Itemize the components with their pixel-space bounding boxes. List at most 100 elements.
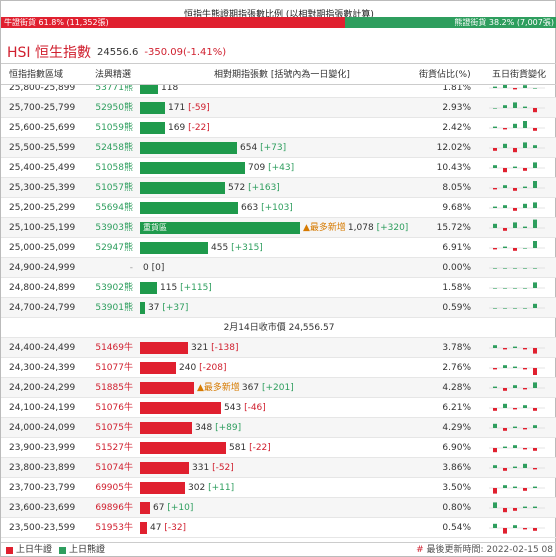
share-pct: 2.76% [442,363,471,373]
contracts-bar [140,382,194,394]
trend-bar [493,465,497,468]
bear-row[interactable]: 25,600-25,699 51059熊 169 [-22] 2.42% [1,118,556,138]
trend-bar [503,288,507,289]
warrant-code-link[interactable]: 69896牛 [95,503,133,513]
contracts-count: 572 [228,183,246,193]
zone-range: 24,400-24,499 [9,343,76,353]
warrant-code-link[interactable]: 53771熊 [95,85,133,93]
trend-bar [523,308,527,309]
warrant-code-link[interactable]: 51077牛 [95,363,133,373]
contracts-value: 302 [+11] [188,478,234,498]
trend-bar [533,528,537,531]
five-day-trend-chart [489,85,545,90]
index-summary: HSI 恒生指數 24556.6 -350.09(-1.41%) [7,40,226,64]
warrant-code-link[interactable]: 55694熊 [95,203,133,213]
daily-change: [-208] [199,363,227,373]
warrant-code-link[interactable]: 52947熊 [95,243,133,253]
warrant-code-link[interactable]: 53903熊 [95,223,133,233]
bear-row[interactable]: 25,100-25,199 53903熊 重貨區 ▲最多新增 1,078 [+320] 1… [1,218,556,238]
bull-row[interactable]: 24,200-24,299 51885牛 ▲最多新增 367 [+201] 4.28% [1,378,556,398]
trend-bar [503,268,507,269]
bull-row[interactable]: 24,300-24,399 51077牛 240 [-208] 2.76% [1,358,556,378]
contracts-count: 321 [191,343,209,353]
trend-bar [503,403,507,408]
bull-row[interactable]: 23,900-23,999 51527牛 581 [-22] 6.90% [1,438,556,458]
bear-row[interactable]: 25,300-25,399 51057熊 572 [+163] 8.05% [1,178,556,198]
contracts-bar [140,402,221,414]
warrant-code-link[interactable]: 51885牛 [95,383,133,393]
trend-bar [493,108,497,109]
contracts-count: 455 [211,243,229,253]
bear-row[interactable]: 25,800-25,899 53771熊 118 1.81% [1,85,556,98]
daily-change: [-32] [164,523,187,533]
five-day-trend-chart [489,485,545,494]
warrant-code-link[interactable]: 53901熊 [95,303,133,313]
trend-bar [523,268,527,269]
bull-row[interactable]: 24,400-24,499 51469牛 321 [-138] 3.78% [1,338,556,358]
warrant-code-link[interactable]: 52458熊 [95,143,133,153]
trend-bar [503,388,507,391]
bear-row[interactable]: 24,900-24,999 -0 [0] 0.00% [1,258,556,278]
warrant-code-link[interactable]: 51059熊 [95,123,133,133]
share-pct: 12.02% [436,143,471,153]
daily-change: [+320] [376,223,409,233]
contracts-bar: 重貨區 [140,222,300,234]
warrant-code-link[interactable]: 51527牛 [95,443,133,453]
trend-bar [523,463,527,468]
contracts-count: 118 [161,85,179,93]
warrant-code-link[interactable]: 53902熊 [95,283,133,293]
zone-range: 25,500-25,599 [9,143,76,153]
share-pct: 9.68% [442,203,471,213]
trend-bar [513,268,517,269]
five-day-trend-chart [489,523,545,534]
bear-row[interactable]: 25,700-25,799 52950熊 171 [-59] 2.93% [1,98,556,118]
warrant-code-link[interactable]: 51076牛 [95,403,133,413]
index-change: -350.09(-1.41%) [144,46,227,58]
daily-change: [+163] [248,183,280,193]
trend-bar [513,346,517,348]
contracts-bar [140,242,208,254]
contracts-count: 37 [148,303,160,313]
contracts-count: 543 [224,403,242,413]
share-pct: 15.72% [436,223,471,233]
warrant-code-link[interactable]: 51469牛 [95,343,133,353]
index-name: HSI 恒生指數 [7,45,91,61]
warrant-code-link[interactable]: 51074牛 [95,463,133,473]
bear-row[interactable]: 25,000-25,099 52947熊 455 [+315] 6.91% [1,238,556,258]
contracts-bar [140,462,189,474]
bull-row[interactable]: 24,100-24,199 51076牛 543 [-46] 6.21% [1,398,556,418]
warrant-code-link[interactable]: 51057熊 [95,183,133,193]
header-contracts: 相對期指張數 [括號內為一日變化] [214,70,350,80]
bear-row[interactable]: 24,800-24,899 53902熊 115 [+115] 1.58% [1,278,556,298]
contracts-value: 321 [-138] [191,338,239,358]
daily-change: [+11] [208,483,235,493]
warrant-code-link[interactable]: 51953牛 [95,523,133,533]
warrant-code-link[interactable]: 52950熊 [95,103,133,113]
share-pct: 4.28% [442,383,471,393]
five-day-trend-chart [489,142,545,153]
contracts-count: 240 [179,363,197,373]
bull-row[interactable]: 23,600-23,699 69896牛 67 [+10] 0.80% [1,498,556,518]
zone-range: 24,800-24,899 [9,283,76,293]
bear-row[interactable]: 25,500-25,599 52458熊 654 [+73] 12.02% [1,138,556,158]
warrant-code-link[interactable]: 51058熊 [95,163,133,173]
contracts-value: 572 [+163] [228,178,280,198]
trend-bar [503,185,507,188]
most-added-tag: ▲最多新增 [197,383,240,393]
contracts-bar [140,422,192,434]
five-day-trend-chart [489,267,545,269]
warrant-code-link[interactable]: 69905牛 [95,483,133,493]
contracts-bar [140,502,150,514]
trend-bar [503,485,507,488]
bull-row[interactable]: 24,000-24,099 51075牛 348 [+89] 4.29% [1,418,556,438]
bull-row[interactable]: 23,800-23,899 51074牛 331 [-52] 3.86% [1,458,556,478]
bear-row[interactable]: 24,700-24,799 53901熊 37 [+37] 0.59% [1,298,556,318]
zone-range: 25,200-25,299 [9,203,76,213]
bull-row[interactable]: 23,500-23,599 51953牛 47 [-32] 0.54% [1,518,556,538]
bear-row[interactable]: 25,200-25,299 55694熊 663 [+103] 9.68% [1,198,556,218]
contracts-value: 581 [-22] [229,438,271,458]
bull-row[interactable]: 23,700-23,799 69905牛 302 [+11] 3.50% [1,478,556,498]
bear-row[interactable]: 25,400-25,499 51058熊 709 [+43] 10.43% [1,158,556,178]
warrant-code-link[interactable]: 51075牛 [95,423,133,433]
